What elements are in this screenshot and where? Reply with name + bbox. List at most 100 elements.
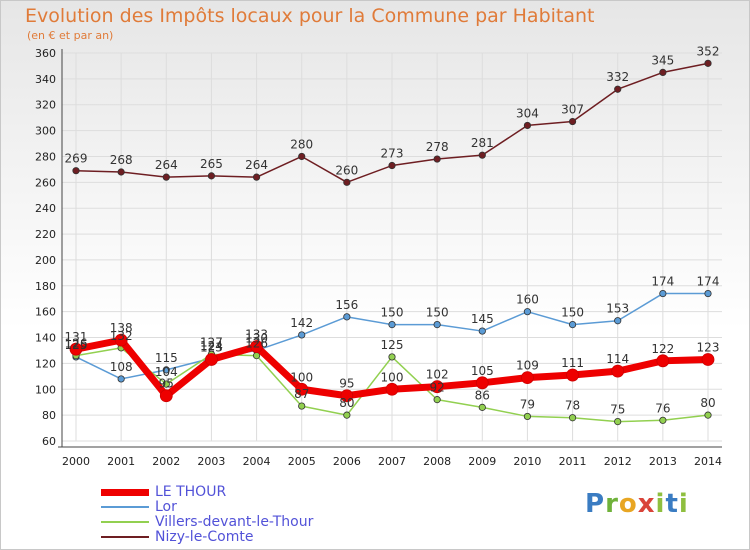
y-tick-label: 320: [35, 99, 56, 112]
data-label: 102: [426, 368, 449, 382]
x-tick-label: 2009: [468, 455, 496, 468]
legend-label: LE THOUR: [155, 484, 227, 500]
data-point: [162, 173, 170, 181]
data-point: [162, 366, 170, 374]
data-label: 114: [606, 352, 629, 366]
data-point: [523, 121, 532, 130]
data-label: 174: [651, 275, 674, 289]
data-label: 150: [561, 306, 584, 320]
data-label: 92: [430, 381, 445, 395]
y-tick-label: 340: [35, 73, 56, 86]
y-tick-label: 160: [35, 306, 56, 319]
data-point: [568, 320, 577, 329]
data-label: 123: [200, 341, 223, 355]
data-label: 86: [475, 388, 490, 402]
data-point: [659, 68, 667, 77]
data-label: 307: [561, 103, 584, 117]
data-point: [343, 411, 351, 419]
data-point: [614, 417, 622, 426]
legend-swatch-le-thour: [101, 489, 149, 496]
data-label: 130: [245, 331, 268, 345]
data-point: [523, 412, 532, 421]
data-label: 273: [381, 147, 404, 161]
x-tick-label: 2000: [62, 455, 90, 468]
data-point: [704, 289, 712, 298]
data-label: 145: [471, 312, 494, 326]
legend-swatch-lor: [101, 506, 149, 508]
data-point: [478, 327, 486, 335]
data-point: [343, 313, 351, 321]
x-tick-label: 2011: [559, 455, 587, 468]
data-label: 345: [651, 53, 674, 67]
y-tick-label: 300: [35, 125, 56, 138]
x-tick-label: 2001: [107, 455, 135, 468]
data-point: [298, 152, 306, 161]
data-point: [701, 353, 715, 366]
data-label: 105: [471, 364, 494, 378]
data-point: [72, 167, 80, 175]
data-point: [433, 320, 441, 329]
data-label: 264: [155, 158, 178, 172]
data-point: [343, 178, 351, 186]
logo-letter: o: [618, 489, 638, 519]
data-label: 132: [110, 329, 133, 343]
x-tick-label: 2003: [197, 455, 225, 468]
data-point: [478, 403, 486, 411]
y-tick-label: 140: [35, 332, 56, 345]
legend-label: Villers-devant-le-Thour: [155, 514, 314, 530]
data-label: 126: [245, 337, 268, 351]
data-label: 269: [65, 152, 88, 166]
legend-label: Nizy-le-Comte: [155, 529, 254, 545]
data-point: [162, 380, 170, 388]
data-label: 122: [651, 342, 674, 356]
data-label: 108: [110, 360, 133, 374]
data-label: 174: [697, 275, 720, 289]
data-label: 75: [610, 403, 625, 417]
data-point: [340, 389, 354, 403]
x-tick-label: 2010: [513, 455, 541, 468]
data-label: 160: [516, 293, 539, 307]
data-point: [614, 85, 622, 93]
data-point: [704, 411, 712, 419]
y-tick-label: 280: [35, 150, 56, 163]
data-label: 156: [335, 298, 358, 312]
y-tick-label: 240: [35, 202, 56, 215]
data-point: [295, 382, 309, 396]
data-point: [298, 331, 306, 339]
data-point: [388, 161, 396, 170]
data-point: [521, 371, 534, 385]
x-tick-label: 2005: [288, 455, 316, 468]
data-label: 123: [697, 341, 720, 355]
data-label: 352: [697, 44, 720, 58]
data-point: [205, 353, 218, 366]
data-label: 150: [381, 306, 404, 320]
data-label: 260: [335, 163, 358, 177]
data-label: 80: [700, 396, 715, 410]
data-point: [659, 289, 667, 298]
data-point: [117, 168, 125, 176]
y-tick-label: 260: [35, 176, 56, 189]
data-point: [568, 414, 577, 422]
y-tick-label: 200: [35, 254, 56, 267]
data-point: [430, 380, 444, 394]
data-point: [159, 389, 173, 403]
data-label: 126: [65, 337, 88, 351]
data-label: 304: [516, 106, 539, 120]
data-label: 142: [290, 316, 313, 330]
data-label: 280: [290, 137, 313, 151]
data-point: [207, 172, 216, 180]
x-tick-label: 2008: [423, 455, 451, 468]
legend-label: Lor: [155, 499, 177, 515]
data-point: [117, 375, 125, 383]
data-label: 125: [65, 338, 88, 352]
data-label: 281: [471, 136, 494, 150]
logo-letter: t: [665, 489, 679, 519]
legend-swatch-villers: [101, 521, 149, 523]
data-label: 100: [381, 370, 404, 384]
data-label: 100: [290, 370, 313, 384]
data-label: 115: [155, 351, 178, 365]
y-tick-label: 120: [35, 357, 56, 370]
data-point: [659, 416, 667, 424]
x-tick-label: 2014: [694, 455, 722, 468]
